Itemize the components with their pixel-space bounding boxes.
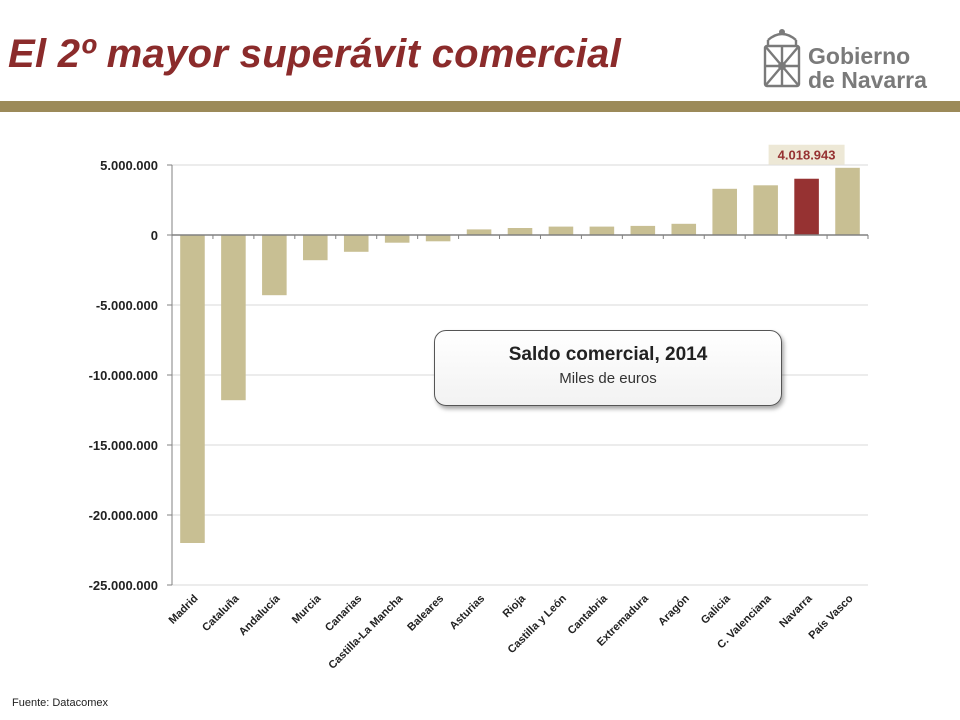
y-tick-label: 0	[151, 228, 158, 243]
x-category-label: Andalucía	[237, 592, 283, 638]
bar-madrid	[180, 235, 205, 543]
bar-extremadura	[630, 225, 656, 235]
x-category-label: Madrid	[167, 593, 201, 627]
logo-line-2: de Navarra	[808, 67, 927, 93]
gobierno-navarra-logo: Gobierno de Navarra	[760, 26, 940, 96]
bar-canarias	[343, 235, 369, 252]
chart-unit-label: Miles de euros	[559, 370, 657, 387]
x-category-label: Baleares	[405, 593, 446, 634]
bar-murcia	[303, 235, 328, 261]
x-category-label: Aragón	[656, 592, 692, 628]
logo-wordmark: Gobierno de Navarra	[808, 44, 927, 92]
navarra-crest-icon	[763, 29, 801, 88]
x-category-label: Galicia	[699, 592, 734, 627]
bar-asturias	[466, 229, 492, 235]
y-tick-label: -5.000.000	[96, 298, 158, 313]
slide-title: El 2º mayor superávit comercial	[8, 32, 622, 76]
y-tick-label: -15.000.000	[89, 438, 158, 453]
y-tick-label: -25.000.000	[89, 578, 158, 593]
bar-baleares	[425, 235, 451, 242]
x-category-label: Navarra	[777, 592, 815, 630]
logo-line-1: Gobierno	[808, 43, 911, 69]
bar-navarra	[794, 178, 819, 235]
bar-castilla-y-león	[548, 226, 574, 235]
y-tick-label: -10.000.000	[89, 368, 158, 383]
bar-c-valenciana	[753, 185, 778, 235]
highlight-label-box	[768, 144, 845, 165]
chart-title: Saldo comercial, 2014	[508, 344, 708, 365]
x-category-label: Rioja	[501, 592, 529, 620]
header-divider-bar	[0, 101, 960, 112]
x-category-label: Castilla-La Mancha	[326, 592, 406, 672]
x-category-label: Asturias	[448, 593, 488, 633]
chart-title-callout: Saldo comercial, 2014 Miles de euros	[434, 330, 782, 406]
y-tick-label: -20.000.000	[89, 508, 158, 523]
bar-cataluña	[221, 235, 246, 401]
bar-cantabria	[589, 226, 615, 235]
x-category-label: Cataluña	[200, 592, 242, 634]
x-category-label: Canarias	[323, 593, 364, 634]
x-category-label: País Vasco	[807, 592, 856, 641]
bar-aragón	[671, 223, 697, 235]
bar-galicia	[712, 188, 737, 235]
bar-castilla-la-mancha	[384, 235, 410, 243]
source-note: Fuente: Datacomex	[12, 697, 108, 709]
bar-rioja	[507, 228, 533, 235]
highlight-data-label: 4.018.943	[778, 148, 836, 163]
x-category-label: Murcia	[290, 592, 324, 626]
y-tick-label: 5.000.000	[100, 158, 158, 173]
bar-andalucía	[262, 235, 287, 296]
bar-país-vasco	[835, 167, 860, 235]
